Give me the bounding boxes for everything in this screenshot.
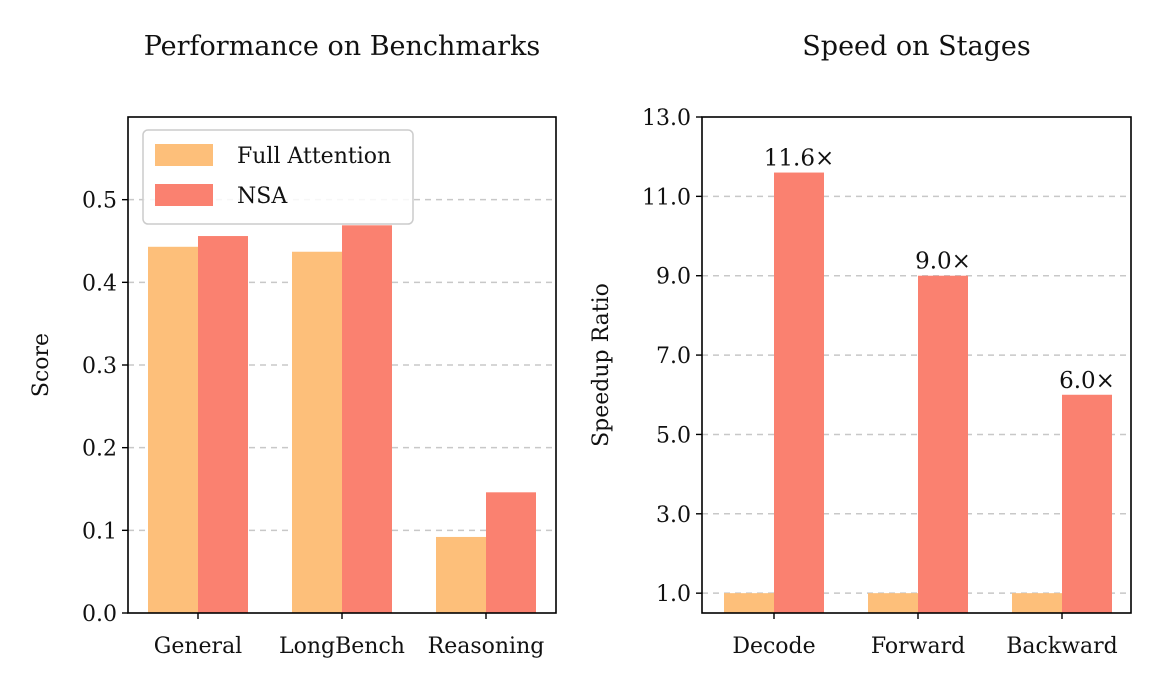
chart-panel-1: Performance on Benchmarks General LongBenc… <box>29 31 557 659</box>
y-tick-label: 0.3 <box>82 354 117 379</box>
bar <box>342 225 392 613</box>
y-tick-label: 9.0 <box>656 265 691 290</box>
y-tick-label: 5.0 <box>656 423 691 448</box>
y-tick-label: 7.0 <box>656 344 691 369</box>
legend-label: NSA <box>237 184 288 209</box>
x-tick-label: General <box>154 634 242 659</box>
legend: Full Attention NSA <box>142 129 414 225</box>
data-label: 11.6× <box>764 146 834 172</box>
data-label: 9.0× <box>915 249 971 275</box>
y-tick-label: 11.0 <box>642 185 691 210</box>
bar <box>292 251 342 613</box>
legend-label: Full Attention <box>237 144 391 169</box>
bar <box>774 172 824 613</box>
legend-swatch <box>155 144 213 166</box>
bar <box>1012 593 1062 613</box>
x-tick-label: Backward <box>1006 634 1117 659</box>
x-tick-label: Decode <box>732 634 815 659</box>
bar <box>918 275 968 613</box>
x-tick-label: Forward <box>871 634 965 659</box>
bar <box>486 492 536 613</box>
legend-swatch <box>155 184 213 206</box>
y-axis-label: Speedup Ratio <box>589 283 614 447</box>
y-tick-label: 0.4 <box>82 271 117 296</box>
chart-title: Performance on Benchmarks <box>144 31 541 62</box>
y-tick-label: 13.0 <box>642 106 691 131</box>
bar <box>868 593 918 613</box>
y-tick-label: 0.2 <box>82 437 117 462</box>
y-tick-label: 0.0 <box>82 602 117 627</box>
x-tick-label: Reasoning <box>428 634 545 659</box>
y-tick-label: 1.0 <box>656 582 691 607</box>
x-tick-label: LongBench <box>279 634 405 659</box>
y-tick-label: 0.5 <box>82 189 117 214</box>
bar <box>436 536 486 613</box>
y-tick-label: 0.1 <box>82 519 117 544</box>
data-label: 6.0× <box>1059 368 1115 394</box>
chart-panel-2: Speed on Stages 11.6× Decode 9.0× Forward 6.0… <box>589 31 1132 659</box>
plot-frame <box>127 116 557 614</box>
y-tick-label: 3.0 <box>656 503 691 528</box>
bar <box>1062 394 1112 613</box>
bar <box>148 246 198 613</box>
bar <box>724 593 774 613</box>
chart-title: Speed on Stages <box>802 31 1030 62</box>
plot-frame <box>701 116 1132 614</box>
bar <box>198 236 248 614</box>
y-axis-label: Score <box>29 333 54 397</box>
